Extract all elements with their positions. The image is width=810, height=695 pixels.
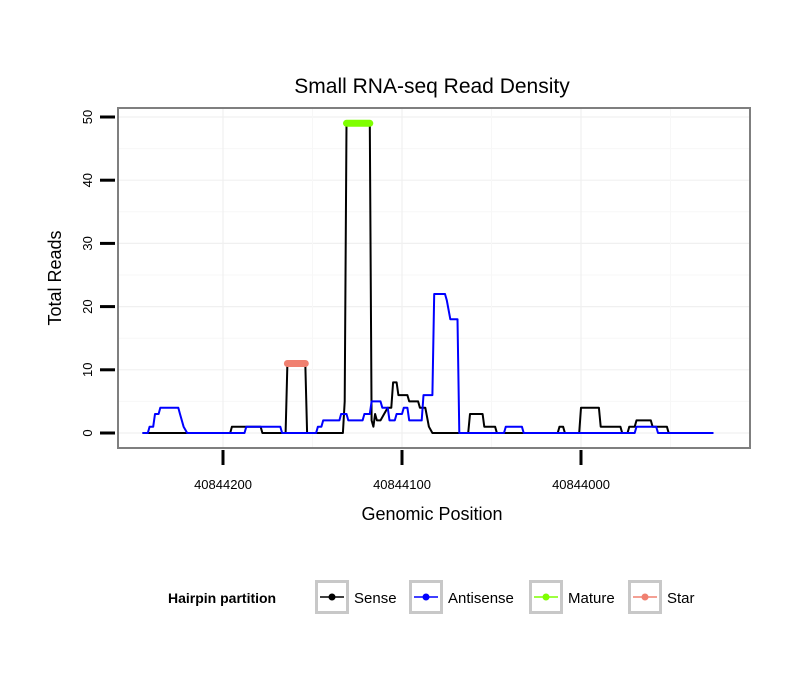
legend-label: Mature <box>568 590 615 607</box>
legend-key-point <box>328 593 336 601</box>
grid-lines <box>118 108 750 448</box>
legend-key-point <box>422 593 430 601</box>
legend-item-star: Star <box>628 580 695 614</box>
legend-key-point <box>641 593 649 601</box>
legend-label: Star <box>667 590 695 607</box>
highlight-markers <box>283 119 374 367</box>
series-lines <box>142 122 714 434</box>
y-tick-label: 30 <box>80 236 95 250</box>
x-tick-label: 40844000 <box>552 477 610 492</box>
legend-label: Antisense <box>448 590 514 607</box>
y-tick-label: 20 <box>80 299 95 313</box>
x-axis: 40844200 40844100 40844000 <box>194 450 610 492</box>
legend: Hairpin partition Sense Antisense Mature St… <box>168 580 695 614</box>
legend-item-mature: Mature <box>529 580 615 614</box>
y-tick-label: 50 <box>80 110 95 124</box>
series-line-antisense <box>142 293 714 434</box>
chart-title: Small RNA-seq Read Density <box>294 75 570 98</box>
x-tick-label: 40844200 <box>194 477 252 492</box>
y-tick-label: 40 <box>80 173 95 187</box>
y-axis-label: Total Reads <box>45 230 65 325</box>
legend-title: Hairpin partition <box>168 590 276 606</box>
y-tick-label: 10 <box>80 363 95 377</box>
legend-item-antisense: Antisense <box>409 580 514 614</box>
y-axis: 0 10 20 30 40 50 <box>80 110 115 437</box>
plot-background <box>118 108 750 448</box>
x-axis-label: Genomic Position <box>361 504 502 524</box>
legend-item-sense: Sense <box>315 580 397 614</box>
legend-label: Sense <box>354 590 397 607</box>
plot-border <box>117 107 751 449</box>
legend-key-point <box>542 593 550 601</box>
x-tick-label: 40844100 <box>373 477 431 492</box>
y-tick-label: 0 <box>80 429 95 436</box>
